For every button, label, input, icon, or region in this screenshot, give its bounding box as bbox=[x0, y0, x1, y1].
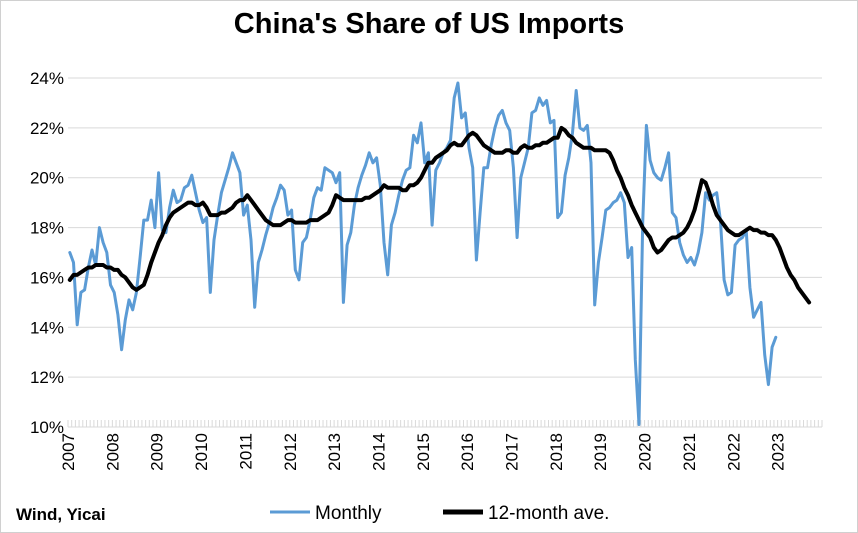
y-tick-label: 18% bbox=[30, 219, 64, 238]
y-tick-label: 12% bbox=[30, 368, 64, 387]
series-lines bbox=[67, 81, 812, 426]
x-tick-label: 2020 bbox=[636, 433, 655, 471]
y-tick-label: 10% bbox=[30, 418, 64, 437]
x-tick-label: 2013 bbox=[325, 433, 344, 471]
y-tick-label: 20% bbox=[30, 169, 64, 188]
x-tick-label: 2011 bbox=[236, 433, 255, 470]
x-tick-label: 2023 bbox=[769, 433, 788, 471]
legend-label-monthly: Monthly bbox=[315, 503, 382, 524]
x-tick-label: 2019 bbox=[591, 433, 610, 471]
x-tick-labels: 2007 2008 2009 2010 2011 2012 2013 2014 2015 2016… bbox=[59, 433, 788, 471]
x-tick-label: 2009 bbox=[148, 433, 167, 471]
legend-label-12-month-ave: 12-month ave. bbox=[488, 503, 609, 524]
x-tick-label: 2010 bbox=[192, 433, 211, 471]
gridlines bbox=[68, 77, 822, 378]
x-axis bbox=[67, 420, 823, 428]
series-monthly-line bbox=[68, 81, 778, 426]
y-tick-label: 14% bbox=[30, 318, 64, 337]
series-12-month-ave-line bbox=[67, 125, 812, 305]
x-tick-label: 2008 bbox=[103, 433, 122, 471]
y-tick-label: 16% bbox=[30, 268, 64, 287]
legend: Monthly 12-month ave. bbox=[270, 503, 609, 524]
x-tick-label: 2014 bbox=[369, 433, 388, 471]
x-tick-label: 2021 bbox=[680, 433, 699, 471]
x-tick-label: 2012 bbox=[281, 433, 300, 471]
source-label: Wind, Yicai bbox=[16, 505, 106, 524]
x-tick-label: 2018 bbox=[547, 433, 566, 471]
y-axis: 10% 12% 14% 16% 18% 20% 22% 24% bbox=[30, 69, 64, 437]
y-tick-label: 24% bbox=[30, 69, 64, 88]
x-tick-label: 2022 bbox=[724, 433, 743, 471]
x-tick-label: 2007 bbox=[59, 433, 78, 471]
x-tick-label: 2015 bbox=[414, 433, 433, 471]
chart-title: China's Share of US Imports bbox=[233, 8, 625, 40]
x-tick-label: 2016 bbox=[458, 433, 477, 471]
x-tick-label: 2017 bbox=[503, 433, 522, 471]
y-tick-label: 22% bbox=[30, 119, 64, 138]
